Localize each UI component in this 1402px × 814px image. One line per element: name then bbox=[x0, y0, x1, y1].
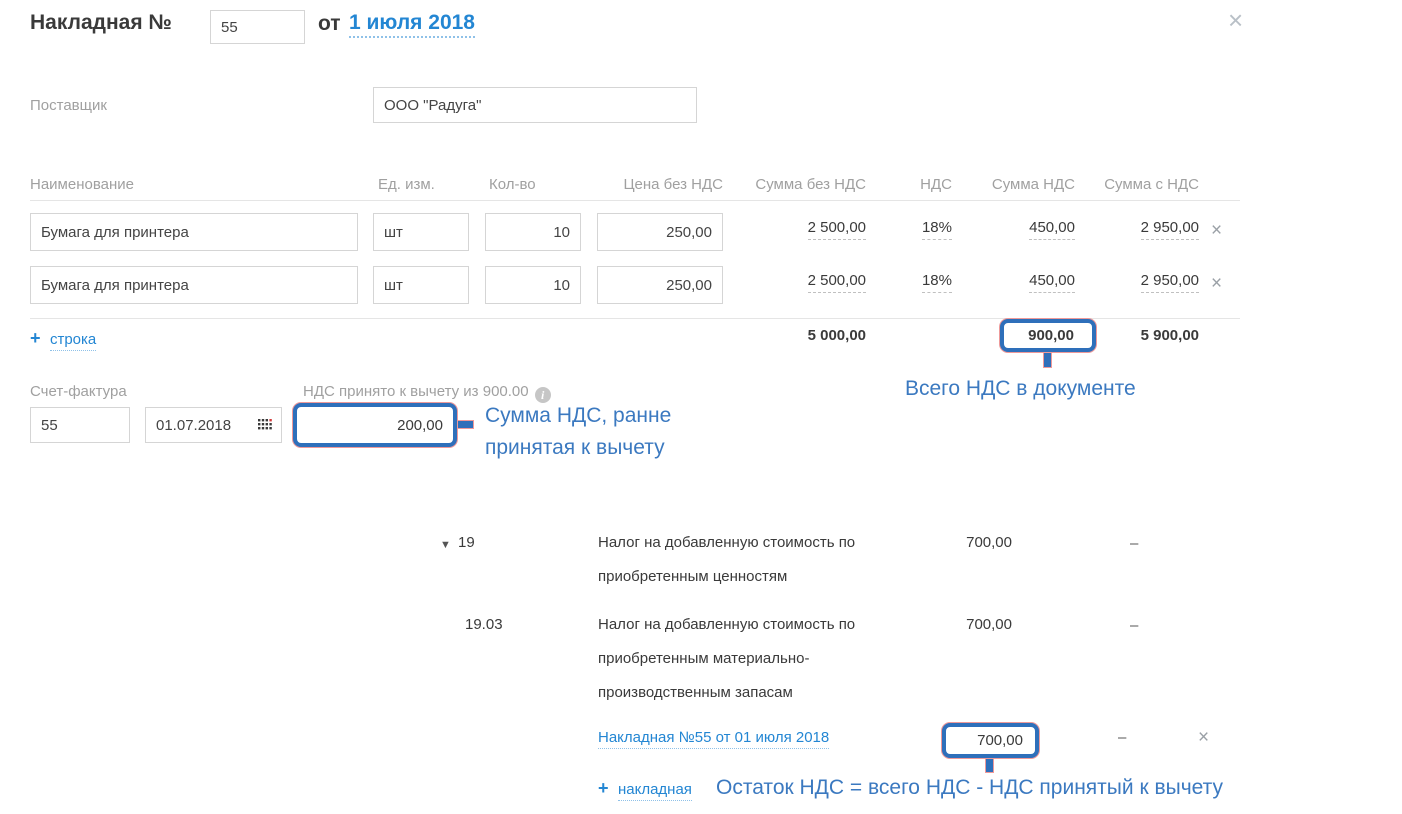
plus-icon: + bbox=[598, 778, 609, 798]
info-icon[interactable]: i bbox=[534, 387, 551, 403]
account-dash: – bbox=[1130, 617, 1139, 634]
vat-deducted-label: НДС принято к вычету из 900.00 bbox=[303, 383, 529, 400]
account-code: 19 bbox=[458, 534, 475, 551]
invoice-date-link[interactable]: 1 июля 2018 bbox=[349, 11, 475, 38]
item-vat-rate[interactable]: 18% bbox=[921, 272, 952, 293]
add-document-link[interactable]: + накладная bbox=[598, 778, 692, 801]
vat-deducted-highlight bbox=[293, 403, 457, 447]
total-sum-no-vat: 5 000,00 bbox=[807, 327, 866, 344]
item-qty-input[interactable] bbox=[485, 213, 581, 251]
delete-row-icon[interactable]: × bbox=[1211, 220, 1223, 241]
col-header-sum-with-vat: Сумма с НДС bbox=[1104, 176, 1199, 193]
header-divider bbox=[30, 200, 1240, 201]
item-vat-sum[interactable]: 450,00 bbox=[1029, 272, 1075, 293]
total-sum-with-vat: 5 900,00 bbox=[1140, 327, 1199, 344]
add-document-label: накладная bbox=[617, 781, 692, 801]
account-amount: 700,00 bbox=[966, 534, 1012, 551]
vat-deducted-label-wrap: НДС принято к вычету из 900.00 i bbox=[303, 383, 551, 403]
item-unit-input[interactable] bbox=[373, 266, 469, 304]
item-sum-with-vat[interactable]: 2 950,00 bbox=[1140, 272, 1199, 293]
vat-remainder-highlight: 700,00 bbox=[942, 723, 1039, 758]
totals-divider bbox=[30, 318, 1240, 319]
item-name-input[interactable] bbox=[30, 213, 358, 251]
document-dash: – bbox=[1118, 729, 1127, 746]
account-name-line: производственным запасам bbox=[598, 684, 793, 701]
invoice-number-input[interactable] bbox=[210, 10, 305, 44]
col-header-vat-sum: Сумма НДС bbox=[991, 176, 1075, 193]
col-header-qty: Кол-во bbox=[489, 176, 536, 193]
item-price-input[interactable] bbox=[597, 266, 723, 304]
account-name-line: приобретенным материально- bbox=[598, 650, 810, 667]
item-sum-with-vat[interactable]: 2 950,00 bbox=[1140, 219, 1199, 240]
invoice-ref-number-input[interactable] bbox=[30, 407, 130, 443]
account-name-line: Налог на добавленную стоимость по bbox=[598, 616, 856, 633]
callout-stub bbox=[458, 421, 473, 428]
invoice-ref-label: Счет-фактура bbox=[30, 383, 127, 400]
col-header-price: Цена без НДС bbox=[623, 176, 723, 193]
col-header-sum-no-vat: Сумма без НДС bbox=[755, 176, 866, 193]
col-header-vat: НДС bbox=[920, 176, 952, 193]
item-sum-no-vat[interactable]: 2 500,00 bbox=[807, 219, 866, 240]
document-link[interactable]: Накладная №55 от 01 июля 2018 bbox=[598, 729, 830, 749]
account-dash: – bbox=[1130, 535, 1139, 552]
item-price-input[interactable] bbox=[597, 213, 723, 251]
date-preposition: от bbox=[318, 12, 341, 35]
delete-row-icon[interactable]: × bbox=[1211, 273, 1223, 294]
total-vat-sum: 900,00 bbox=[1028, 327, 1074, 344]
vat-deducted-input[interactable] bbox=[313, 416, 443, 434]
page-title: Накладная № bbox=[30, 11, 172, 34]
close-icon[interactable]: × bbox=[1228, 5, 1244, 35]
account-amount: 700,00 bbox=[966, 616, 1012, 633]
annotation-remainder: Остаток НДС = всего НДС - НДС принятый к… bbox=[716, 776, 1223, 799]
item-vat-rate[interactable]: 18% bbox=[921, 219, 952, 240]
item-sum-no-vat[interactable]: 2 500,00 bbox=[807, 272, 866, 293]
callout-stub bbox=[1044, 353, 1051, 367]
item-name-input[interactable] bbox=[30, 266, 358, 304]
annotation-deducted-line2: принятая к вычету bbox=[485, 436, 665, 459]
item-unit-input[interactable] bbox=[373, 213, 469, 251]
add-row-link[interactable]: + строка bbox=[30, 328, 97, 351]
account-code: 19.03 bbox=[465, 616, 503, 633]
col-header-name: Наименование bbox=[30, 176, 134, 193]
calendar-icon[interactable] bbox=[258, 419, 272, 431]
annotation-deducted-line1: Сумма НДС, ранне bbox=[485, 404, 672, 427]
delete-document-icon[interactable]: × bbox=[1198, 727, 1210, 748]
col-header-unit: Ед. изм. bbox=[378, 176, 435, 193]
supplier-label: Поставщик bbox=[30, 97, 107, 114]
annotation-total-vat: Всего НДС в документе bbox=[905, 377, 1136, 400]
total-vat-sum-highlight: 900,00 bbox=[1000, 319, 1096, 352]
plus-icon: + bbox=[30, 328, 41, 348]
add-row-label: строка bbox=[49, 331, 97, 351]
callout-stub bbox=[986, 759, 993, 772]
account-name-line: Налог на добавленную стоимость по bbox=[598, 534, 856, 551]
vat-remainder-amount: 700,00 bbox=[977, 732, 1023, 749]
item-vat-sum[interactable]: 450,00 bbox=[1029, 219, 1075, 240]
supplier-input[interactable] bbox=[373, 87, 697, 123]
account-name-line: приобретенным ценностям bbox=[598, 568, 788, 585]
collapse-triangle-icon[interactable]: ▼ bbox=[440, 539, 451, 551]
item-qty-input[interactable] bbox=[485, 266, 581, 304]
